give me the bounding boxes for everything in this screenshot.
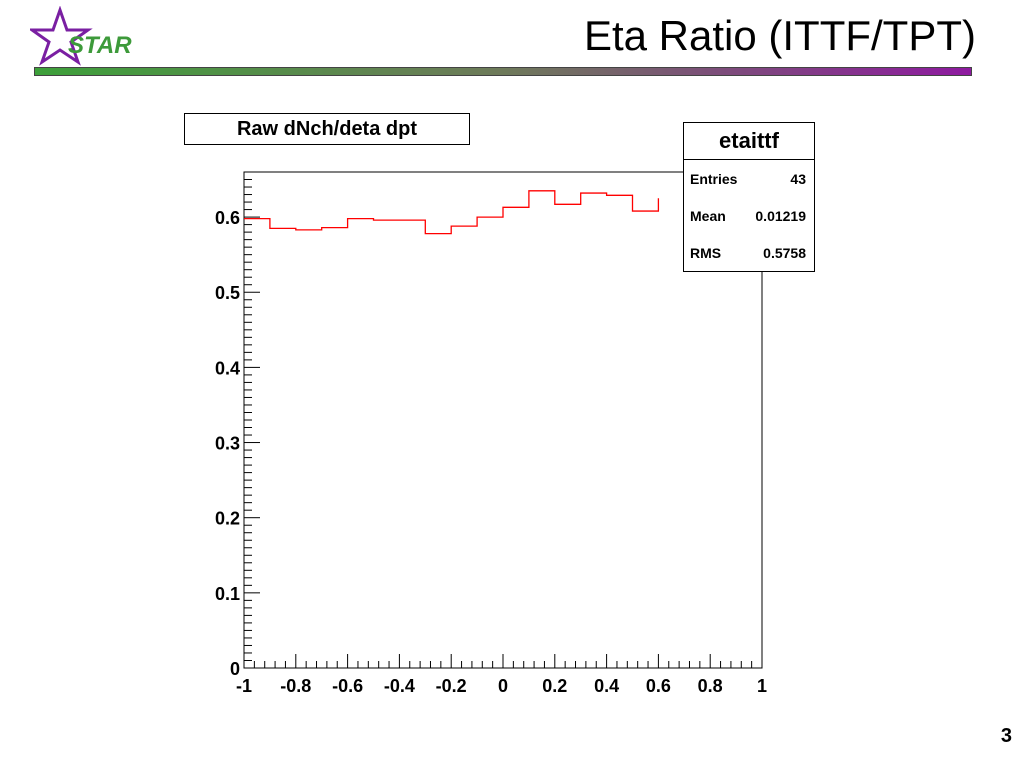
y-tick-label: 0.5	[215, 283, 240, 303]
stats-box: etaittf Entries 43 Mean 0.01219 RMS 0.57…	[683, 122, 815, 272]
histogram-title: Raw dNch/deta dpt	[184, 113, 470, 145]
stats-row-rms: RMS 0.5758	[684, 234, 814, 271]
title-divider	[34, 67, 972, 76]
star-logo: STAR	[27, 5, 150, 68]
star-logo-graphic: STAR	[27, 5, 132, 66]
y-tick-label: 0	[230, 659, 240, 679]
x-tick-label: -0.4	[384, 676, 415, 696]
x-tick-label: 0	[498, 676, 508, 696]
histogram-series	[244, 190, 660, 235]
stats-label: Mean	[690, 207, 726, 224]
stats-row-entries: Entries 43	[684, 160, 814, 197]
x-tick-label: 1	[757, 676, 767, 696]
x-tick-label: 0.6	[646, 676, 671, 696]
stats-label: Entries	[690, 170, 738, 187]
page-number: 3	[1000, 725, 1012, 747]
x-tick-label: -0.6	[332, 676, 363, 696]
x-tick-label: -0.2	[436, 676, 467, 696]
y-tick-label: 0.2	[215, 509, 240, 529]
y-tick-label: 0.4	[215, 358, 240, 378]
stats-value: 0.01219	[755, 207, 806, 224]
y-tick-label: 0.1	[215, 584, 240, 604]
x-tick-label: 0.8	[698, 676, 723, 696]
slide-title: Eta Ratio (ITTF/TPT)	[583, 12, 976, 59]
x-tick-label: -0.8	[280, 676, 311, 696]
star-icon	[27, 5, 93, 66]
x-tick-label: -1	[236, 676, 252, 696]
x-tick-label: 0.2	[542, 676, 567, 696]
y-tick-label: 0.3	[215, 434, 240, 454]
stats-value: 43	[790, 170, 806, 187]
logo-text: STAR	[68, 32, 132, 59]
stats-histogram-name: etaittf	[684, 123, 814, 160]
stats-label: RMS	[690, 244, 722, 261]
y-tick-label: 0.6	[215, 208, 240, 228]
x-tick-label: 0.4	[594, 676, 619, 696]
stats-row-mean: Mean 0.01219	[684, 197, 814, 234]
stats-value: 0.5758	[763, 244, 806, 261]
